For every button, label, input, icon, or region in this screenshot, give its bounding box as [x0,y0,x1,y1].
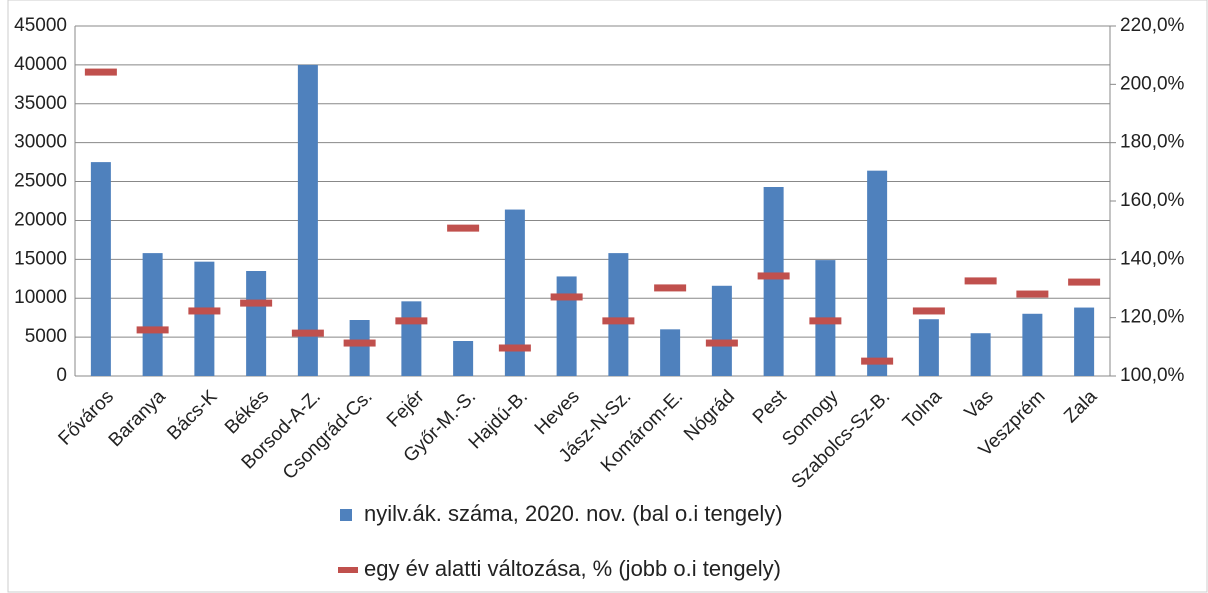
y2-tick-label: 180,0% [1120,132,1185,153]
marker [343,339,376,347]
bar [867,170,888,376]
marker [240,299,273,307]
bar [556,276,577,376]
legend-label: egy év alatti változása, % (jobb o.i ten… [364,556,781,581]
y-tick-label: 10000 [14,287,67,308]
bar [194,261,215,376]
marker [447,224,480,232]
marker [550,293,583,301]
bar [504,209,525,376]
marker [654,284,687,292]
bar [1074,307,1095,376]
bar [918,319,939,376]
bar [711,285,732,376]
bar [349,320,370,376]
bar [297,64,318,376]
y2-tick-label: 160,0% [1120,190,1185,211]
legend-swatch [338,567,358,573]
bar [246,271,267,376]
y-tick-label: 5000 [25,326,67,347]
marker [861,357,894,365]
marker [84,68,117,76]
marker [912,307,945,315]
marker [602,317,635,325]
y-tick-label: 45000 [14,15,67,36]
marker [1068,278,1101,286]
y-tick-label: 20000 [14,209,67,230]
y2-tick-label: 140,0% [1120,248,1185,269]
legend-label: nyilv.ák. száma, 2020. nov. (bal o.i ten… [364,501,783,526]
y-tick-label: 40000 [14,54,67,75]
marker [188,307,221,315]
bar [608,253,629,376]
bar [401,301,422,376]
marker [136,326,169,334]
y2-tick-label: 220,0% [1120,15,1185,36]
marker [291,329,324,337]
y-tick-label: 30000 [14,132,67,153]
bar [1022,313,1043,376]
marker [1016,290,1049,298]
bar [660,329,681,376]
y-tick-label: 35000 [14,93,67,114]
bar [763,187,784,376]
legend-swatch [340,509,352,521]
y-tick-label: 0 [56,365,67,386]
bar [970,333,991,376]
marker [964,277,997,285]
bar [453,341,474,376]
y2-tick-label: 200,0% [1120,73,1185,94]
bar [90,162,111,376]
marker [809,317,842,325]
marker [705,339,738,347]
y2-tick-label: 100,0% [1120,365,1185,386]
marker [498,344,531,352]
bar [142,253,163,376]
marker [395,317,428,325]
y2-tick-label: 120,0% [1120,307,1185,328]
y-tick-label: 25000 [14,171,67,192]
y-tick-label: 15000 [14,248,67,269]
marker [757,272,790,280]
